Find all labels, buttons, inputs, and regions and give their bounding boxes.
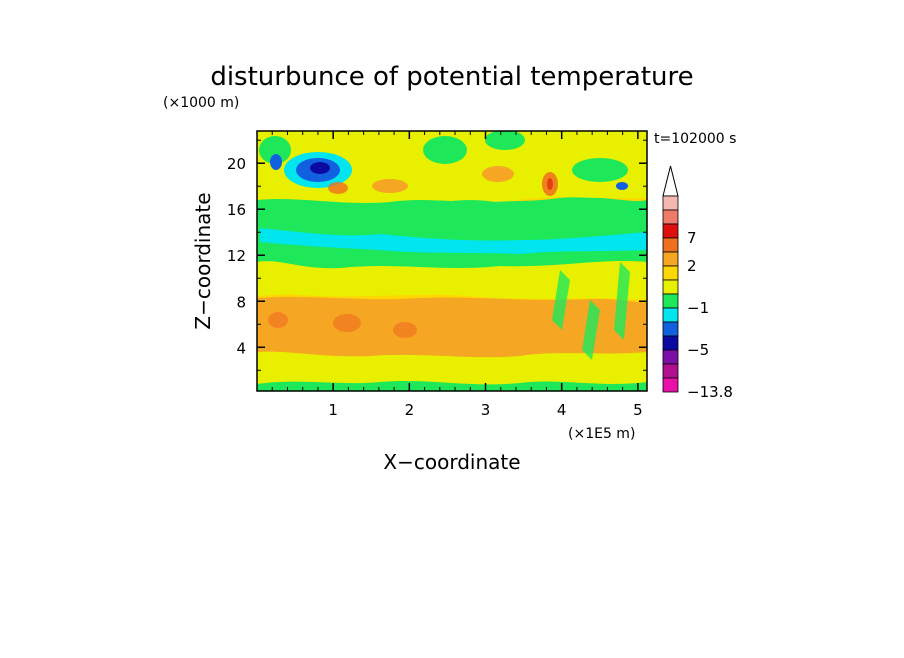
- colorbar-swatch: [662, 293, 679, 309]
- x-tick-label: 5: [633, 401, 643, 419]
- colorbar-swatch: [662, 223, 679, 239]
- colorbar-swatch: [662, 195, 679, 211]
- band-cyan: [260, 228, 647, 254]
- colorbar-swatch: [662, 321, 679, 337]
- band-surface-green: [257, 381, 647, 391]
- colorbar-label: −1: [687, 299, 709, 317]
- x-tick-label: 1: [328, 401, 338, 419]
- green-patch: [423, 136, 467, 164]
- x-unit-label: (×1E5 m): [568, 426, 635, 442]
- green-patch: [485, 131, 525, 150]
- plot-area: [257, 131, 647, 391]
- colorbar-swatch: [662, 209, 679, 225]
- colorbar-swatch: [662, 251, 679, 267]
- colorbar-label: 7: [687, 229, 697, 247]
- orange-blob: [268, 312, 288, 328]
- y-tick-label: 4: [236, 339, 246, 357]
- x-axis-title: X−coordinate: [383, 450, 520, 474]
- colorbar-label: 2: [687, 257, 697, 275]
- band-yellow: [257, 258, 647, 300]
- orange-blob: [333, 314, 361, 332]
- colorbar-swatch: [662, 307, 679, 323]
- y-axis-title: Z−coordinate: [191, 192, 215, 329]
- colorbar-swatch: [662, 335, 679, 351]
- blue-patch: [616, 182, 628, 190]
- x-tick-label: 2: [405, 401, 415, 419]
- y-tick-label: 16: [227, 201, 246, 219]
- colorbar-extend-arrow: [662, 165, 679, 197]
- colorbar-label: −13.8: [687, 383, 733, 401]
- y-tick-label: 8: [236, 293, 246, 311]
- colorbar-swatch: [662, 363, 679, 379]
- colorbar-swatch: [662, 377, 679, 393]
- x-axis: 1 2 3 4 5: [271, 131, 643, 419]
- navy-patch: [310, 162, 330, 174]
- chart-title: disturbunce of potential temperature: [210, 62, 693, 92]
- colorbar: 7 2 −1 −5 −13.8: [662, 165, 733, 401]
- orange-patch: [328, 182, 348, 194]
- colorbar-label: −5: [687, 341, 709, 359]
- y-axis: 4 8 12 16 20: [227, 139, 647, 371]
- y-unit-label: (×1000 m): [163, 95, 239, 111]
- x-tick-label: 4: [557, 401, 567, 419]
- green-patch: [259, 136, 291, 164]
- green-patch: [572, 158, 628, 182]
- y-tick-label: 20: [227, 155, 246, 173]
- colorbar-swatch: [662, 265, 679, 281]
- orange-patch: [372, 179, 408, 193]
- colorbar-swatch: [662, 279, 679, 295]
- blue-patch: [270, 154, 282, 170]
- colorbar-swatch: [662, 237, 679, 253]
- colorbar-swatch: [662, 349, 679, 365]
- orange-patch: [482, 166, 514, 182]
- red-patch: [547, 178, 553, 190]
- plot-frame: [256, 130, 648, 392]
- orange-blob: [393, 322, 417, 338]
- x-tick-label: 3: [481, 401, 491, 419]
- band-orange: [257, 296, 647, 358]
- green-streak: [552, 262, 630, 360]
- time-label: t=102000 s: [654, 131, 736, 147]
- green-patch: [430, 200, 510, 220]
- y-tick-label: 12: [227, 247, 246, 265]
